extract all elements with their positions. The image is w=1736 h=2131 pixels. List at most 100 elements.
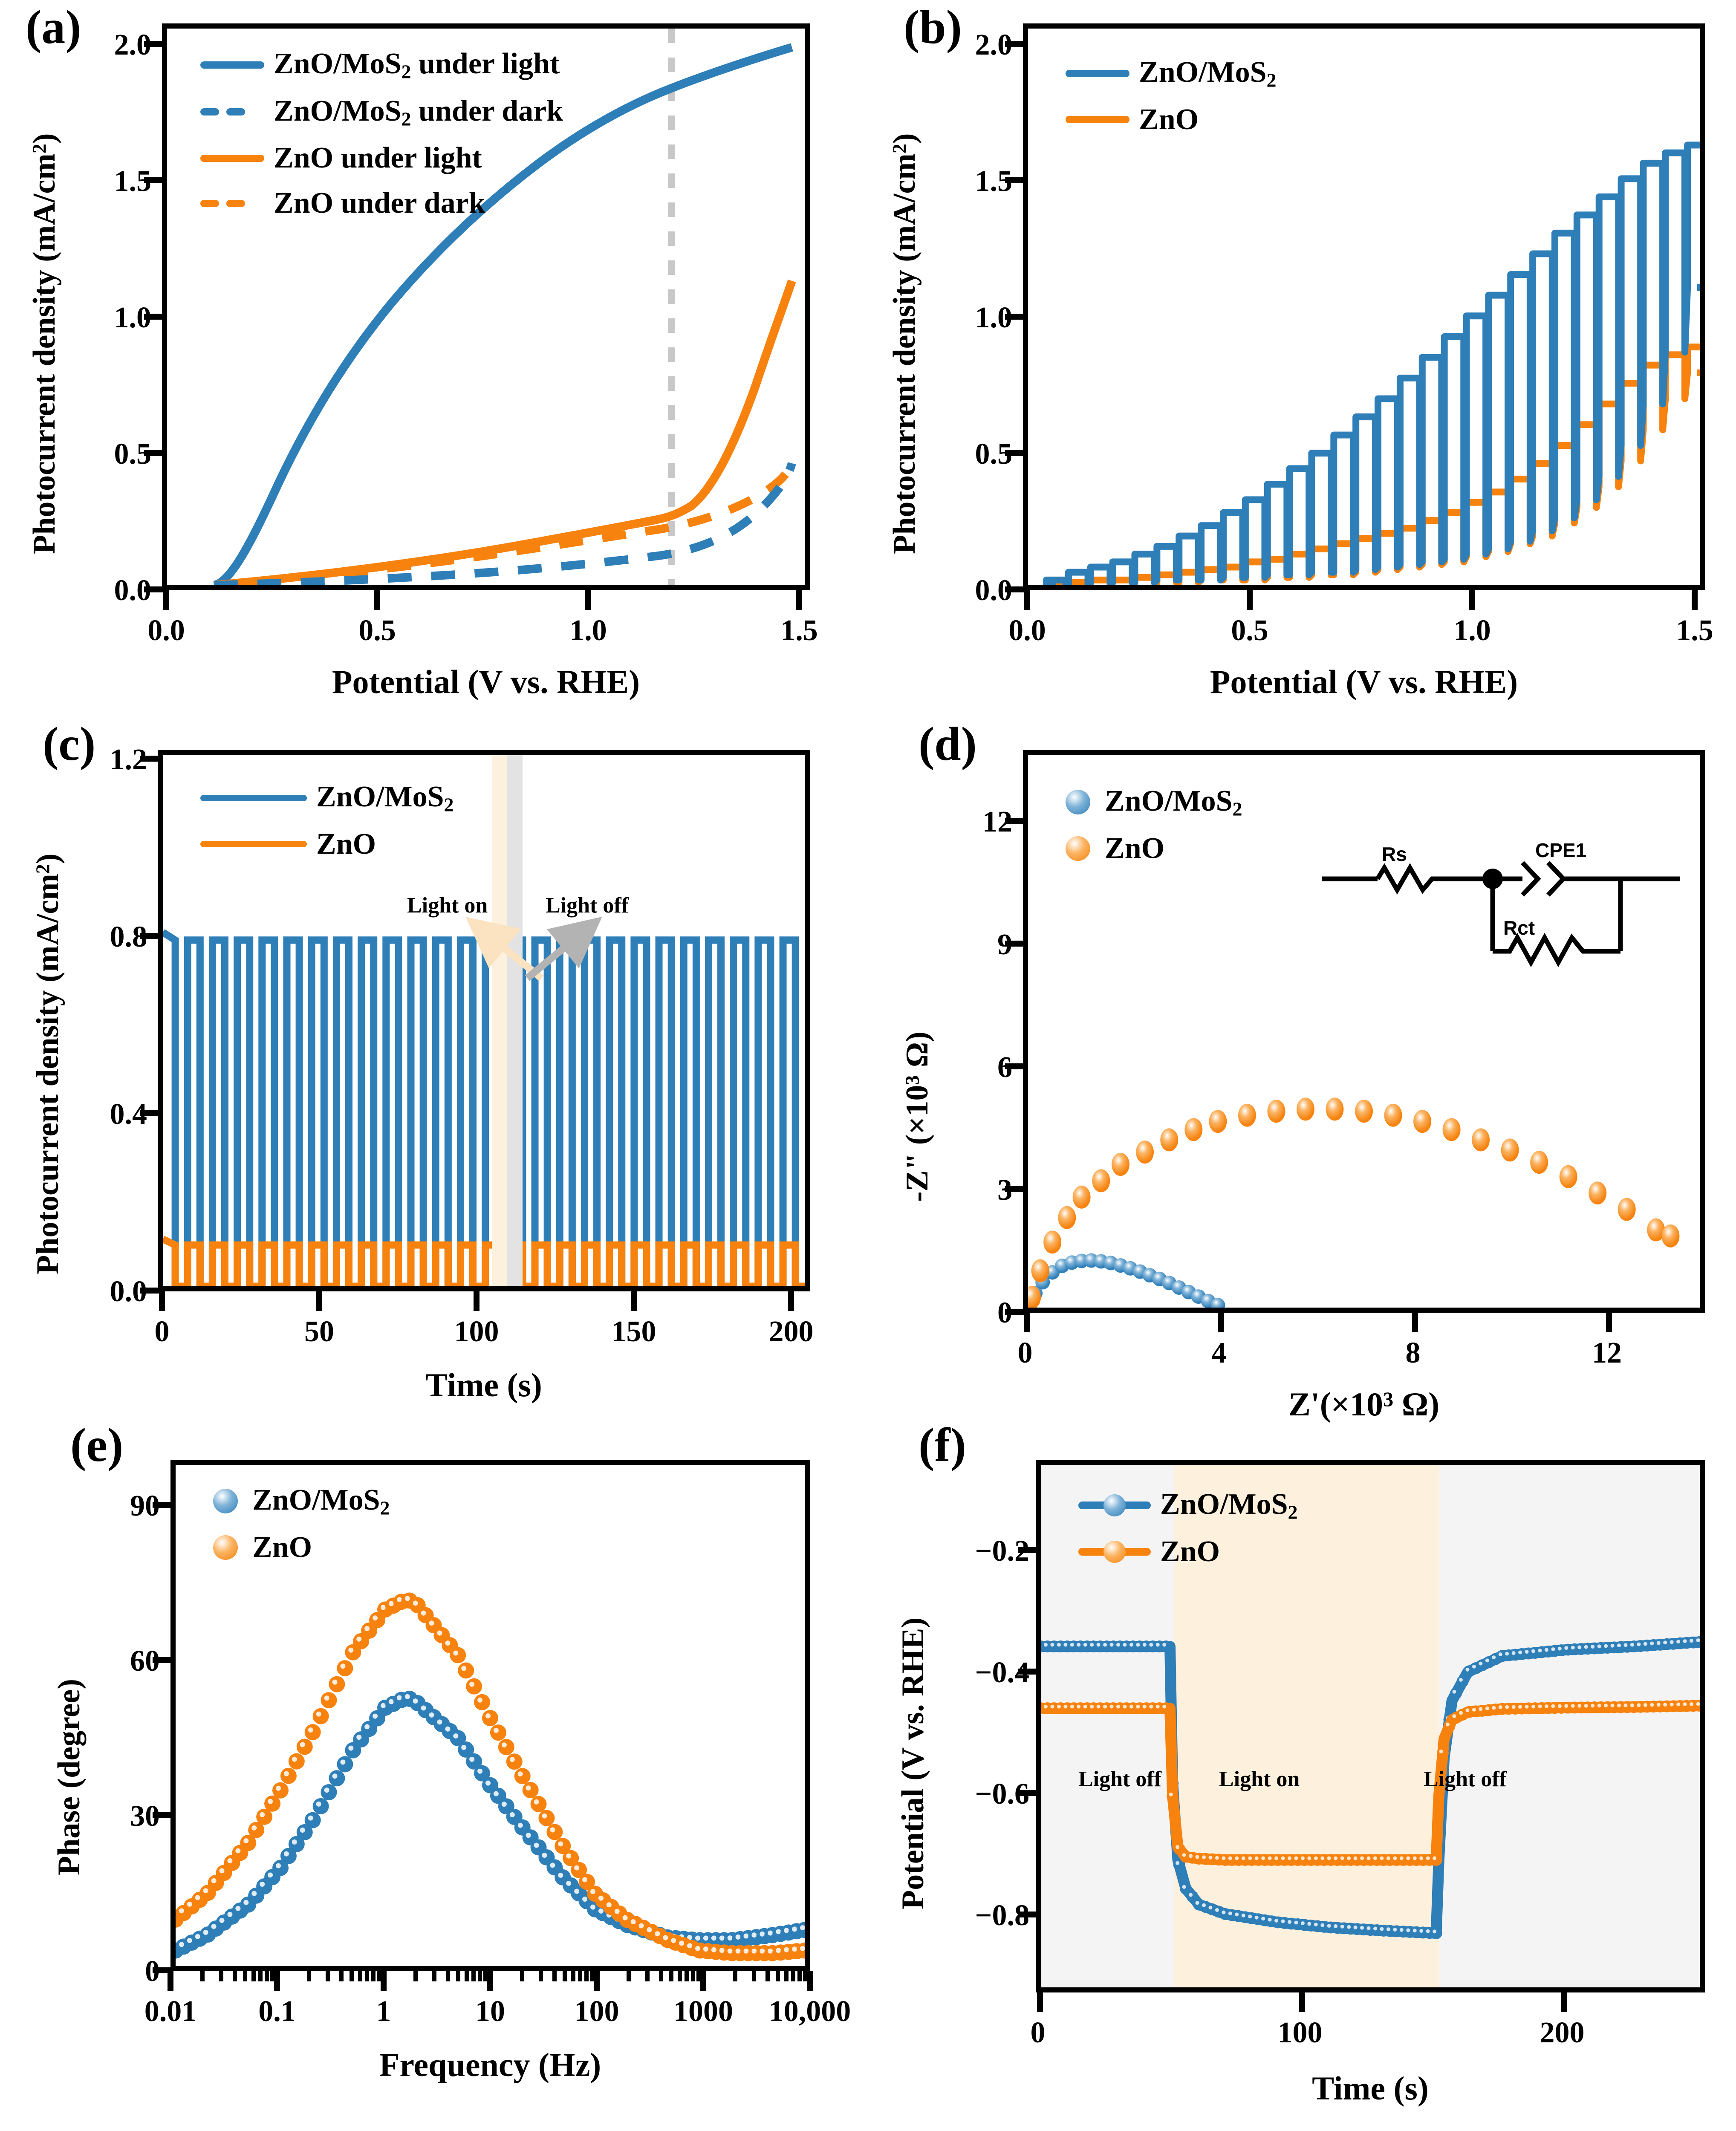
panel-b-ytick: 0.0	[975, 574, 1013, 607]
panel-b-ytick: 2.0	[975, 29, 1013, 61]
panel-b-ytickmark	[1005, 314, 1025, 320]
panel-d-ytick: 12	[982, 806, 1012, 838]
light-off-annotation-left: Light off	[1078, 1767, 1161, 1791]
panel-a-ytick: 2.0	[114, 29, 152, 61]
panel-e-minor-xtickmark	[358, 1971, 362, 1981]
legend-item-znomos2[interactable]: ZnO/MoS2	[1078, 1487, 1298, 1524]
panel-d-ytickmark	[1005, 1186, 1025, 1192]
light-on-annotation: Light on	[1219, 1767, 1300, 1791]
panel-b-ytickmark	[1005, 41, 1025, 47]
legend-item-zno-dark[interactable]: ZnO under dark	[200, 186, 563, 220]
panel-d-legend: ZnO/MoS2 ZnO	[1066, 784, 1242, 877]
legend-swatch-line-icon	[200, 61, 264, 69]
legend-item-zno-light[interactable]: ZnO under light	[200, 141, 563, 175]
panel-c-ytickmark	[140, 933, 159, 939]
panel-e-minor-xtickmark	[326, 1971, 330, 1981]
panel-d-xtickmark	[1412, 1313, 1418, 1332]
panel-e-ytick: 0	[81, 1955, 160, 1989]
panel-c-xtick: 0	[154, 1315, 170, 1348]
panel-e-minor-xtickmark	[578, 1971, 583, 1981]
panel-d-ytick: 9	[933, 928, 1012, 962]
panel-e-minor-xtickmark	[232, 1971, 237, 1981]
panel-e-minor-xtickmark	[645, 1971, 650, 1981]
legend-item-zno[interactable]: ZnO	[213, 1530, 390, 1565]
panel-a-ytick: 1.5	[114, 165, 152, 198]
panel-a-xtickmark	[374, 590, 380, 610]
panel-e-minor-xtickmark	[627, 1971, 631, 1981]
legend-swatch-line-icon	[200, 154, 264, 162]
circuit-label-rct: Rct	[1503, 917, 1535, 939]
panel-a-plot-area	[162, 23, 810, 590]
legend-item-znomos2-light[interactable]: ZnO/MoS2 under light	[200, 47, 563, 83]
panel-e-minor-xtickmark	[349, 1971, 354, 1981]
panel-b-xtickmark	[1469, 590, 1475, 610]
panel-e-minor-xtickmark	[477, 1971, 482, 1981]
legend-label: ZnO	[252, 1530, 312, 1564]
light-on-arrow-icon	[465, 916, 544, 981]
panel-a-ytick: 1.0	[114, 301, 152, 334]
legend-item-znomos2[interactable]: ZnO/MoS2	[213, 1483, 390, 1519]
panel-c-plot-area	[158, 750, 810, 1291]
panel-e-minor-xtickmark	[251, 1971, 256, 1981]
panel-d-ytickmark	[1005, 1309, 1025, 1315]
light-on-band	[1174, 1465, 1440, 1987]
panel-d-xtick: 8	[1405, 1337, 1421, 1369]
panel-b-xtickmark	[1692, 590, 1698, 610]
panel-d-ytick: 6	[933, 1051, 1012, 1085]
panel-f-ytickmark	[1018, 1912, 1037, 1917]
panel-e-minor-xtickmark	[464, 1971, 469, 1981]
legend-item-zno[interactable]: ZnO	[1078, 1535, 1298, 1569]
panel-a-xtickmark	[163, 590, 169, 610]
panel-e-ytick: 90	[130, 1490, 160, 1522]
legend-dot-icon	[213, 1535, 238, 1560]
legend-swatch-dashed-icon	[200, 108, 264, 116]
panel-c-label: (c)	[43, 718, 96, 771]
panel-e-minor-xtickmark	[371, 1971, 376, 1981]
panel-a-xtick: 0.0	[147, 614, 185, 647]
panel-e-minor-xtickmark	[690, 1971, 695, 1981]
panel-d-ytickmark	[1005, 818, 1025, 824]
panel-a-ytickmark	[144, 41, 164, 47]
panel-a-xtickmark	[585, 590, 591, 610]
legend-item-zno[interactable]: ZnO	[1066, 103, 1277, 137]
legend-label: ZnO/MoS2	[1139, 56, 1277, 91]
panel-c-xtick: 200	[768, 1315, 814, 1348]
legend-swatch-line-icon	[200, 794, 307, 801]
legend-item-znomos2-dark[interactable]: ZnO/MoS2 under dark	[200, 94, 563, 130]
legend-label: ZnO	[1105, 832, 1165, 865]
panel-c-xtick: 50	[304, 1315, 334, 1348]
legend-item-zno[interactable]: ZnO	[200, 827, 454, 861]
panel-f-legend: ZnO/MoS2 ZnO	[1078, 1487, 1298, 1580]
legend-item-znomos2[interactable]: ZnO/MoS2	[1066, 784, 1242, 820]
panel-c-xtickmark	[631, 1291, 637, 1311]
panel-e-minor-xtickmark	[243, 1971, 247, 1981]
panel-e-xtickmark	[274, 1971, 280, 1991]
legend-label: ZnO/MoS2 under dark	[274, 94, 563, 130]
legend-label: ZnO/MoS2	[316, 780, 454, 816]
panel-a-xtick: 1.0	[569, 614, 607, 647]
panel-d-xlabel: Z'(×103 Ω)	[1288, 1386, 1440, 1423]
circuit-label-rs: Rs	[1382, 843, 1407, 865]
panel-e-minor-xtickmark	[765, 1971, 770, 1981]
panel-d-xtickmark	[1606, 1313, 1612, 1332]
panel-b-xtickmark	[1247, 590, 1253, 610]
panel-e-minor-xtickmark	[562, 1971, 567, 1981]
legend-label: ZnO/MoS2	[252, 1484, 390, 1519]
legend-label: ZnO/MoS2	[1105, 785, 1242, 820]
panel-b-label: (b)	[904, 1, 962, 54]
panel-d-plot-area: Rs CPE1 Rct	[1023, 750, 1705, 1313]
panel-e-minor-xtickmark	[539, 1971, 543, 1981]
light-off-annotation-right: Light off	[1424, 1767, 1507, 1791]
panel-e-minor-xtickmark	[200, 1971, 205, 1981]
panel-c-legend: ZnO/MoS2 ZnO	[200, 780, 454, 872]
panel-e-minor-xtickmark	[752, 1971, 757, 1981]
legend-item-zno[interactable]: ZnO	[1066, 832, 1242, 866]
panel-c-ytick: 0.4	[110, 1098, 147, 1131]
panel-f-xlabel: Time (s)	[1312, 2070, 1429, 2107]
legend-dot-icon	[1066, 790, 1090, 815]
legend-item-znomos2[interactable]: ZnO/MoS2	[1066, 55, 1277, 92]
legend-item-znomos2[interactable]: ZnO/MoS2	[200, 780, 454, 816]
panel-a-curves	[213, 29, 796, 585]
panel-a-ytickmark	[144, 314, 164, 320]
panel-b-ytick: 1.0	[975, 301, 1013, 334]
